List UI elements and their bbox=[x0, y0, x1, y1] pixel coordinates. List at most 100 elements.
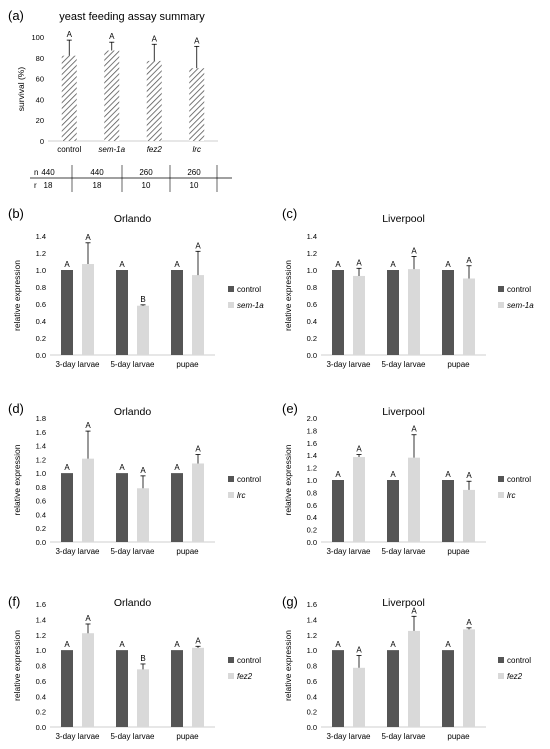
panel-label: (d) bbox=[8, 401, 24, 416]
bar bbox=[387, 270, 399, 355]
y-tick-label: 0.4 bbox=[36, 510, 46, 519]
y-tick-label: 40 bbox=[36, 95, 44, 104]
legend-swatch bbox=[228, 302, 234, 308]
x-tick-label: 3-day larvae bbox=[55, 360, 100, 369]
y-tick-label: 0.2 bbox=[307, 708, 317, 717]
significance-letter: A bbox=[85, 614, 91, 623]
significance-letter: A bbox=[445, 260, 451, 269]
significance-letter: A bbox=[445, 640, 451, 649]
table-cell: 440 bbox=[90, 168, 104, 177]
y-tick-label: 0.4 bbox=[36, 692, 46, 701]
y-tick-label: 0.8 bbox=[307, 662, 317, 671]
significance-letter: A bbox=[152, 34, 158, 43]
bar bbox=[463, 278, 475, 355]
x-tick-label: pupae bbox=[447, 732, 470, 741]
bar bbox=[116, 270, 128, 355]
chart-title: Liverpool bbox=[382, 597, 425, 609]
y-tick-label: 1.2 bbox=[307, 249, 317, 258]
panel-label: (f) bbox=[8, 594, 20, 609]
legend-label: fez2 bbox=[237, 672, 253, 681]
y-tick-label: 0.0 bbox=[36, 723, 46, 732]
y-tick-label: 0.2 bbox=[36, 334, 46, 343]
bar bbox=[82, 264, 94, 355]
significance-letter: A bbox=[109, 32, 115, 41]
y-tick-label: 0.2 bbox=[36, 708, 46, 717]
y-tick-label: 0.6 bbox=[307, 677, 317, 686]
significance-letter: A bbox=[67, 30, 73, 39]
y-axis-label: relative expression bbox=[283, 444, 293, 515]
significance-letter: B bbox=[140, 295, 145, 304]
significance-letter: A bbox=[390, 470, 396, 479]
table-cell: 440 bbox=[41, 168, 55, 177]
legend-label: sem-1a bbox=[237, 301, 264, 310]
y-tick-label: 0.4 bbox=[307, 513, 317, 522]
table-cell: 260 bbox=[139, 168, 153, 177]
bar bbox=[189, 68, 205, 141]
bar bbox=[192, 275, 204, 355]
bar bbox=[442, 650, 454, 727]
x-tick-label: pupae bbox=[176, 360, 199, 369]
bar bbox=[442, 270, 454, 355]
bar bbox=[137, 488, 149, 542]
significance-letter: A bbox=[140, 466, 146, 475]
bar bbox=[82, 633, 94, 727]
panel-a-label: (a) bbox=[8, 8, 24, 23]
x-tick-label: 3-day larvae bbox=[326, 547, 371, 556]
table-cell: 18 bbox=[44, 181, 53, 190]
y-tick-label: 1.8 bbox=[307, 426, 317, 435]
y-tick-label: 0.6 bbox=[307, 300, 317, 309]
y-tick-label: 1.4 bbox=[307, 232, 317, 241]
y-tick-label: 1.0 bbox=[307, 646, 317, 655]
significance-letter: A bbox=[411, 246, 417, 255]
legend-label: lrc bbox=[237, 491, 245, 500]
significance-letter: A bbox=[64, 260, 70, 269]
bar bbox=[387, 650, 399, 727]
x-tick-label: 5-day larvae bbox=[381, 732, 426, 741]
y-tick-label: 60 bbox=[36, 75, 44, 84]
bar bbox=[332, 650, 344, 727]
significance-letter: A bbox=[466, 256, 472, 265]
y-tick-label: 100 bbox=[31, 33, 44, 42]
y-axis-label: relative expression bbox=[283, 630, 293, 701]
y-tick-label: 0.4 bbox=[307, 692, 317, 701]
bar bbox=[61, 55, 77, 141]
bar bbox=[408, 457, 420, 542]
legend-swatch bbox=[228, 673, 234, 679]
table-row-label-n: n bbox=[34, 168, 38, 177]
y-tick-label: 1.2 bbox=[36, 631, 46, 640]
bar bbox=[146, 60, 162, 141]
bar bbox=[82, 458, 94, 542]
x-tick-label: 3-day larvae bbox=[326, 360, 371, 369]
significance-letter: A bbox=[85, 421, 91, 430]
y-tick-label: 0.6 bbox=[307, 501, 317, 510]
legend-swatch bbox=[498, 302, 504, 308]
significance-letter: A bbox=[466, 471, 472, 480]
legend-label: lrc bbox=[507, 491, 515, 500]
y-tick-label: 1.4 bbox=[36, 615, 46, 624]
x-tick-label: pupae bbox=[176, 547, 199, 556]
significance-letter: A bbox=[174, 640, 180, 649]
y-axis-label: relative expression bbox=[283, 260, 293, 331]
legend-swatch bbox=[498, 673, 504, 679]
y-tick-label: 0.4 bbox=[307, 317, 317, 326]
table-cell: 10 bbox=[190, 181, 199, 190]
significance-letter: B bbox=[140, 654, 145, 663]
y-axis-label: relative expression bbox=[12, 630, 22, 701]
x-tick-label: 5-day larvae bbox=[381, 547, 426, 556]
significance-letter: A bbox=[195, 241, 201, 250]
bar bbox=[116, 473, 128, 542]
y-tick-label: 1.0 bbox=[36, 266, 46, 275]
y-tick-label: 0.8 bbox=[36, 662, 46, 671]
bar bbox=[116, 650, 128, 727]
significance-letter: A bbox=[411, 606, 417, 615]
legend-swatch bbox=[228, 476, 234, 482]
y-tick-label: 0.2 bbox=[307, 526, 317, 535]
legend-swatch bbox=[228, 492, 234, 498]
legend-label: control bbox=[507, 656, 531, 665]
table-cell: 260 bbox=[187, 168, 201, 177]
x-tick-label: 5-day larvae bbox=[381, 360, 426, 369]
bar bbox=[353, 667, 365, 727]
y-axis-label: relative expression bbox=[12, 260, 22, 331]
bar bbox=[353, 457, 365, 542]
chart-title: Orlando bbox=[114, 597, 152, 609]
